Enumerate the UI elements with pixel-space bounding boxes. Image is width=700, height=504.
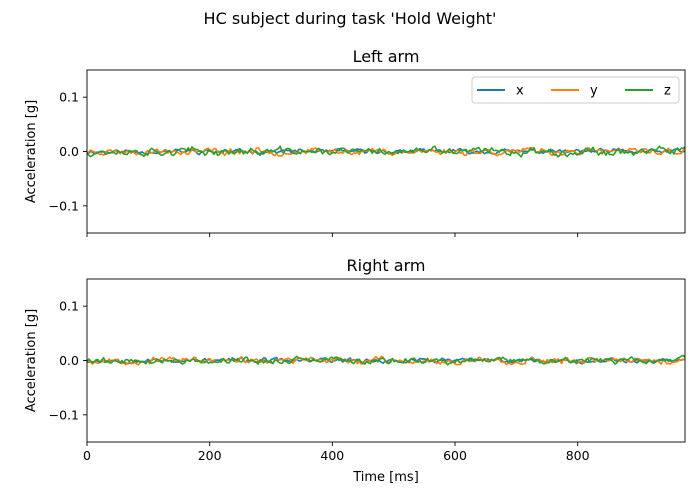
y-tick-label: 0.0 (59, 353, 79, 368)
series-lines (87, 145, 685, 158)
subplot-title: Left arm (353, 47, 420, 66)
x-axis-label: Time [ms] (352, 470, 419, 485)
left-arm-panel: 0.1 0.0 −0.1 Left arm Acceleration [g] x y z (24, 47, 686, 237)
y-axis-label: Acceleration [g] (24, 100, 39, 203)
y-tick-label: −0.1 (49, 407, 79, 422)
subplot-title: Right arm (347, 256, 426, 275)
series-line-z (87, 354, 685, 366)
series-line-z (87, 145, 685, 158)
y-tick-label: 0.1 (59, 90, 79, 105)
y-tick-label: −0.1 (49, 198, 79, 213)
x-tick-label: 0 (83, 448, 91, 463)
figure-suptitle: HC subject during task 'Hold Weight' (204, 9, 497, 28)
y-tick-label: 0.0 (59, 144, 79, 159)
right-arm-panel: 0 200 400 600 800 0.1 0.0 −0.1 Right arm Accelera… (24, 256, 686, 485)
x-tick-label: 800 (566, 448, 590, 463)
series-lines (87, 354, 685, 366)
legend-label-x: x (516, 84, 524, 99)
legend-label-z: z (664, 84, 671, 99)
x-tick-label: 600 (443, 448, 467, 463)
legend-label-y: y (590, 84, 598, 99)
y-axis-label: Acceleration [g] (24, 309, 39, 412)
x-tick-label: 400 (320, 448, 344, 463)
y-tick-label: 0.1 (59, 299, 79, 314)
x-tick-label: 200 (198, 448, 222, 463)
legend: x y z (471, 76, 680, 104)
